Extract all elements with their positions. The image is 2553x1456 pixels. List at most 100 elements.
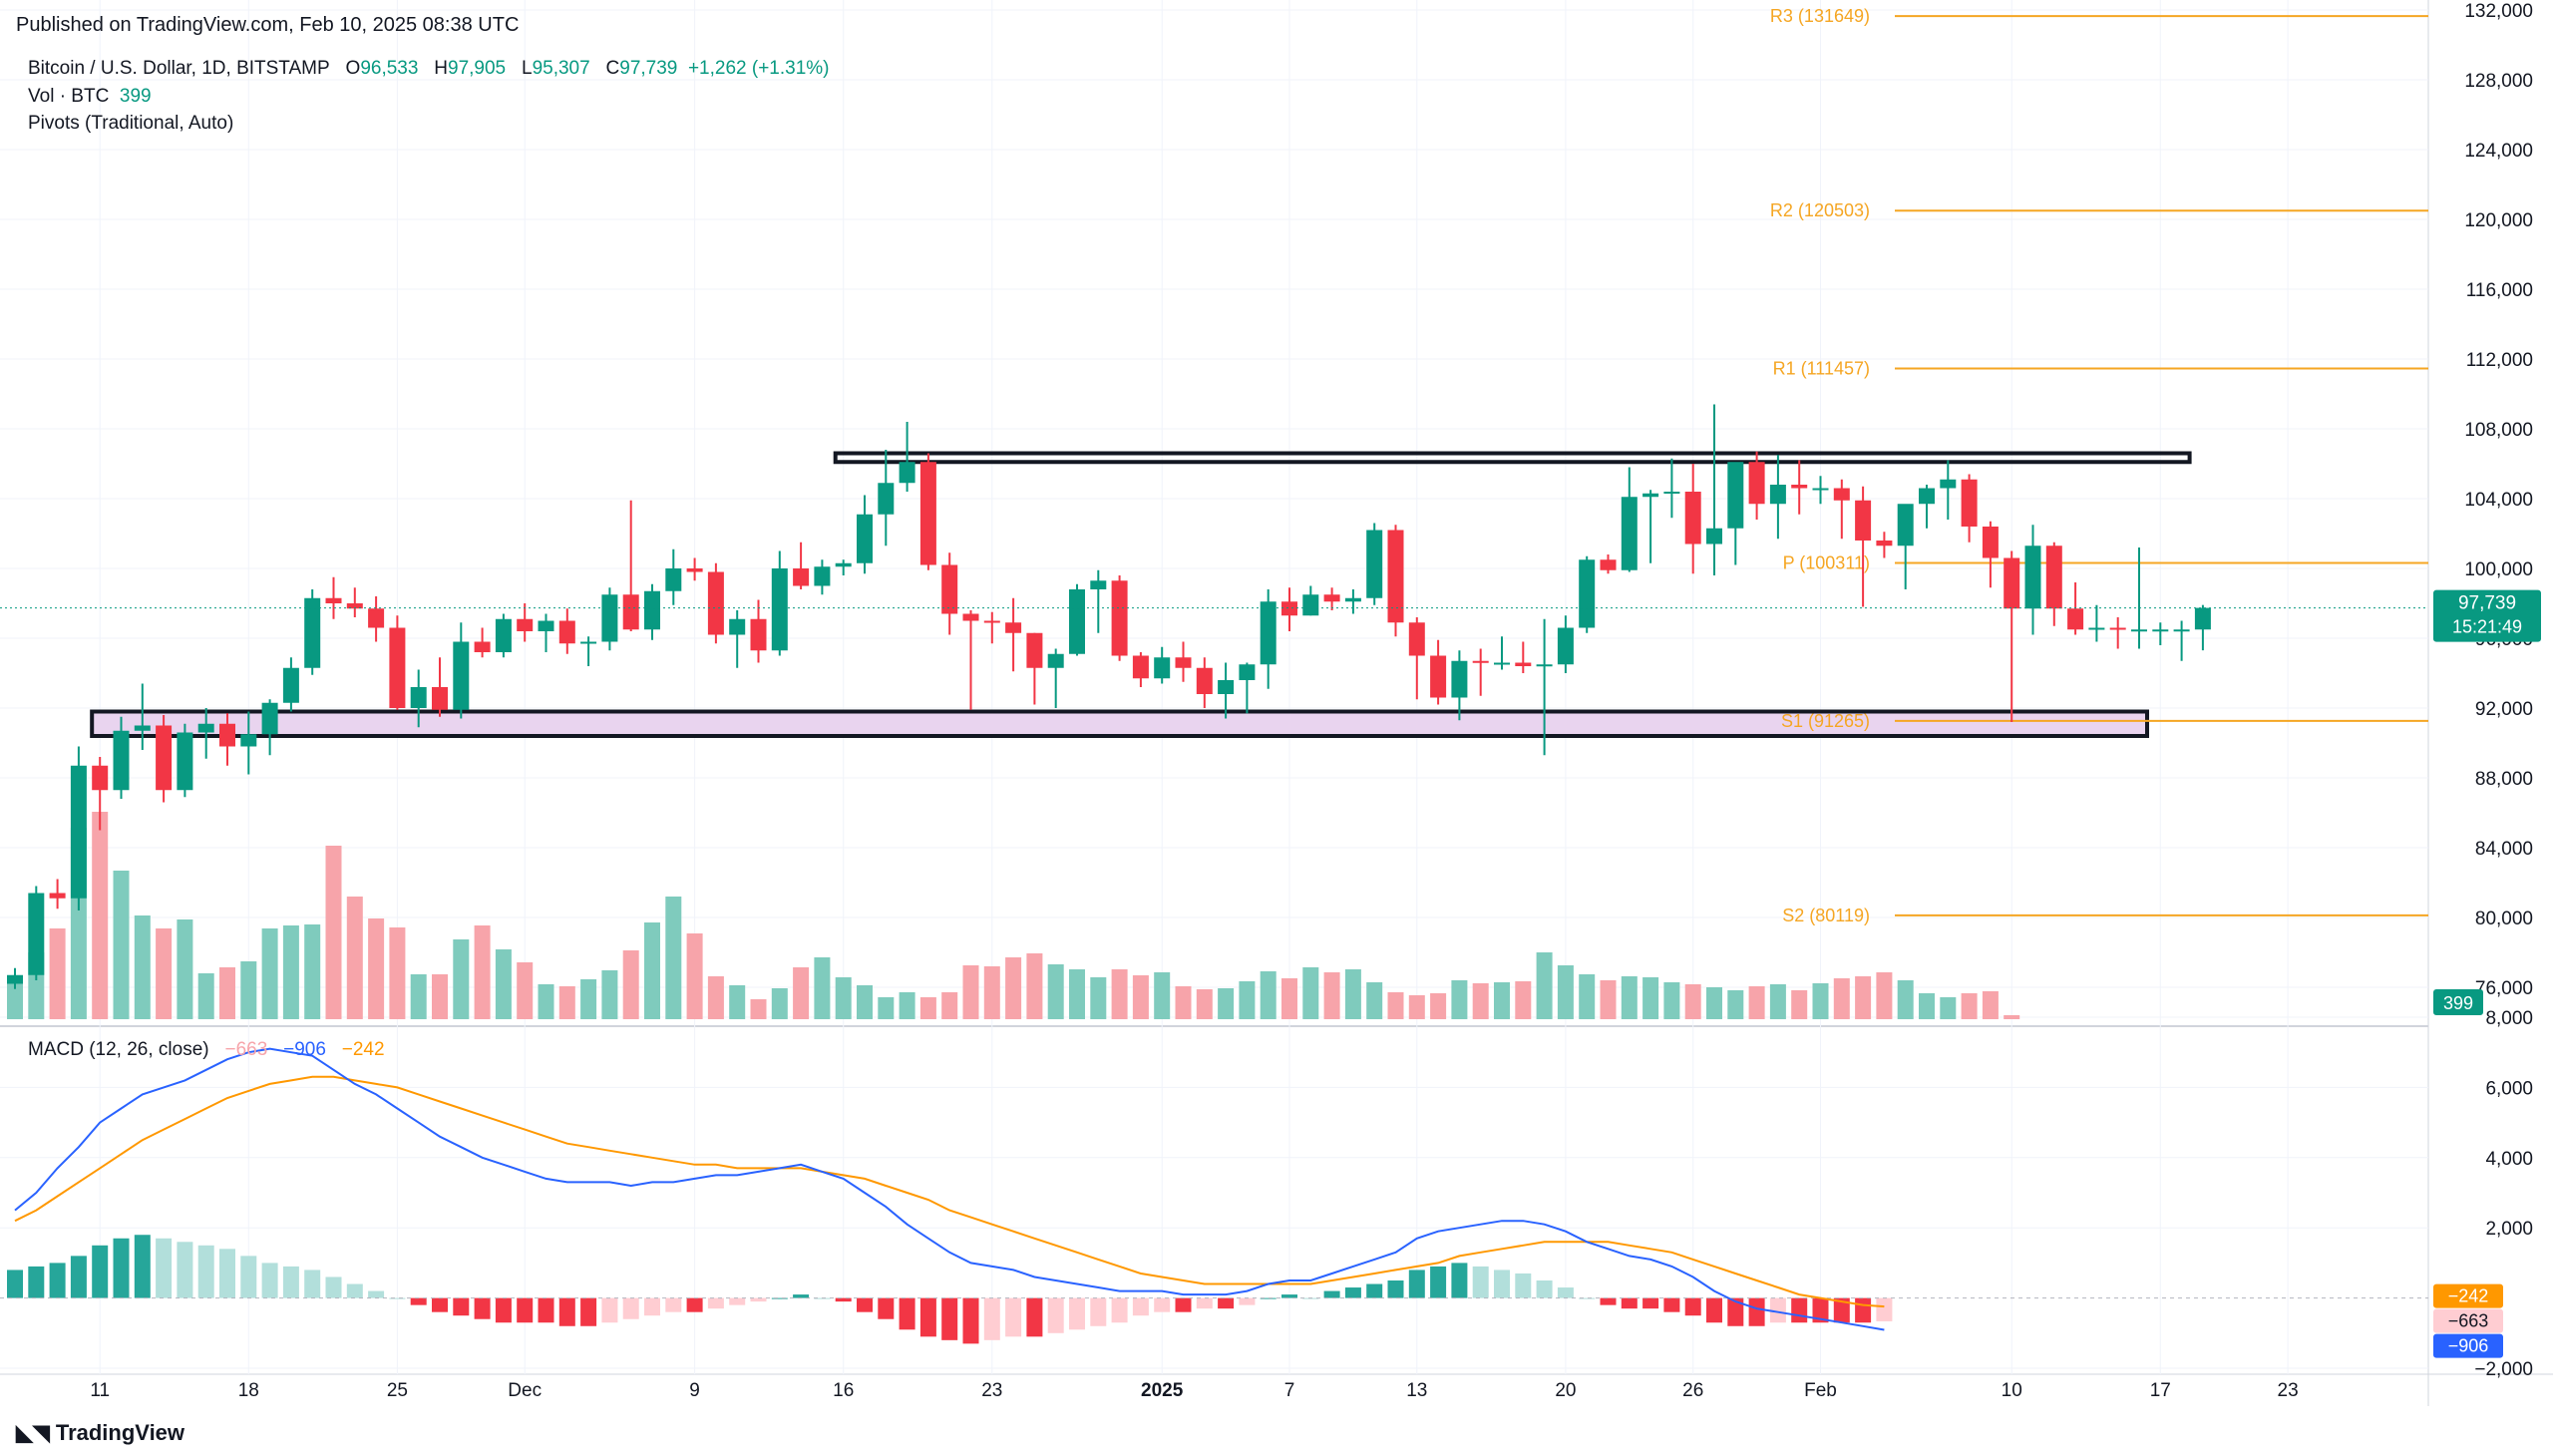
candle-body bbox=[1090, 580, 1107, 589]
candle-body bbox=[1961, 479, 1978, 527]
volume-bar bbox=[495, 949, 512, 1019]
candle-body bbox=[814, 566, 831, 586]
volume-bar bbox=[1982, 991, 1999, 1019]
price-tick-label: 128,000 bbox=[2464, 71, 2533, 92]
volume-bar bbox=[1323, 972, 1340, 1019]
macd-hist-bar bbox=[1026, 1297, 1043, 1337]
macd-hist-bar bbox=[325, 1276, 342, 1298]
macd-hist-bar bbox=[70, 1256, 87, 1298]
macd-hist-bar bbox=[1387, 1280, 1404, 1298]
macd-hist-bar bbox=[28, 1266, 45, 1298]
macd-hist-bar bbox=[962, 1297, 979, 1344]
candle-body bbox=[2194, 607, 2211, 630]
time-tick-label: 17 bbox=[2150, 1380, 2171, 1401]
price-tick-label: 76,000 bbox=[2475, 978, 2533, 999]
candle-body bbox=[282, 667, 299, 703]
candle-body bbox=[1833, 488, 1850, 501]
volume-bar bbox=[1940, 997, 1957, 1019]
volume-bar bbox=[1642, 977, 1659, 1019]
macd-tick-label: 2,000 bbox=[2485, 1219, 2533, 1240]
candle-body bbox=[389, 627, 406, 708]
candle-body bbox=[1897, 504, 1914, 546]
macd-hist-bar bbox=[835, 1297, 852, 1302]
candle-body bbox=[304, 597, 321, 668]
macd-tick-label: 8,000 bbox=[2485, 1008, 2533, 1029]
price-tick-label: 88,000 bbox=[2475, 769, 2533, 790]
volume-bar bbox=[1855, 976, 1872, 1019]
price-tick-label: 108,000 bbox=[2464, 420, 2533, 441]
symbol-legend: Bitcoin / U.S. Dollar, 1D, BITSTAMP O96,… bbox=[28, 58, 830, 79]
volume-bar bbox=[1876, 972, 1893, 1019]
volume-badge bbox=[2433, 989, 2483, 1016]
macd-hist-bar bbox=[495, 1297, 512, 1323]
macd-hist-bar bbox=[1812, 1297, 1829, 1323]
candle-body bbox=[453, 641, 470, 710]
volume-bar bbox=[49, 928, 66, 1019]
volume-bar bbox=[1897, 980, 1914, 1019]
candle-body bbox=[1769, 485, 1786, 505]
volume-bar bbox=[1281, 978, 1297, 1019]
candle-body bbox=[1642, 493, 1659, 498]
volume-bar bbox=[941, 992, 958, 1019]
candle-body bbox=[1218, 680, 1235, 694]
candle-body bbox=[28, 893, 45, 975]
candle-body bbox=[1132, 655, 1149, 679]
macd-hist-bar bbox=[432, 1297, 448, 1312]
macd-hist-bar bbox=[517, 1297, 534, 1323]
candle-body bbox=[919, 462, 936, 565]
candle-body bbox=[601, 594, 618, 642]
volume-bar bbox=[1154, 972, 1171, 1019]
volume-bar bbox=[1833, 978, 1850, 1019]
macd-hist-bar bbox=[1642, 1297, 1659, 1309]
macd-hist-bar bbox=[1196, 1297, 1213, 1309]
pane-separator bbox=[0, 1025, 2428, 1027]
macd-hist-bar bbox=[941, 1297, 958, 1340]
volume-bar bbox=[197, 973, 214, 1019]
macd-line-badge-label: −906 bbox=[2448, 1336, 2489, 1356]
macd-hist-bar bbox=[1451, 1263, 1468, 1298]
candle-body bbox=[261, 702, 278, 735]
time-tick-label: Feb bbox=[1804, 1380, 1837, 1401]
candle-body bbox=[1919, 488, 1935, 505]
candle-body bbox=[1239, 664, 1256, 680]
macd-hist-bar bbox=[771, 1297, 788, 1299]
volume-bar bbox=[1791, 990, 1808, 1019]
volume-bar bbox=[1961, 993, 1978, 1019]
volume-bar bbox=[644, 922, 660, 1019]
tradingview-logo[interactable]: ◣◥ TradingView bbox=[16, 1420, 185, 1445]
macd-hist-bar bbox=[983, 1297, 1000, 1340]
candle-body bbox=[899, 462, 915, 484]
candle-body bbox=[1281, 601, 1297, 616]
macd-line-value: −906 bbox=[283, 1039, 326, 1060]
macd-hist-bar bbox=[1218, 1297, 1235, 1309]
candle-body bbox=[1260, 601, 1276, 665]
volume-bar bbox=[1344, 969, 1361, 1019]
candle-body bbox=[771, 568, 788, 651]
macd-hist-bar bbox=[1706, 1297, 1722, 1323]
volume-legend: Vol · BTC 399 bbox=[28, 86, 152, 107]
volume-bar bbox=[1069, 969, 1085, 1019]
macd-hist-bar bbox=[1600, 1297, 1617, 1305]
volume-bar bbox=[793, 967, 810, 1019]
candle-body bbox=[2152, 629, 2169, 632]
candle-body bbox=[2045, 546, 2062, 609]
candle-body bbox=[1940, 479, 1957, 489]
time-tick-label: 23 bbox=[2278, 1380, 2299, 1401]
volume-bar bbox=[1132, 975, 1149, 1019]
candle-body bbox=[432, 687, 448, 710]
candle-body bbox=[1621, 497, 1638, 570]
candle-body bbox=[707, 571, 724, 635]
candle-body bbox=[941, 564, 958, 614]
countdown-label: 15:21:49 bbox=[2452, 617, 2522, 637]
candle-body bbox=[1536, 664, 1553, 667]
candle-body bbox=[1472, 660, 1489, 663]
volume-bar bbox=[240, 961, 257, 1019]
macd-hist-bar bbox=[1239, 1297, 1256, 1305]
volume-bar bbox=[1684, 984, 1701, 1019]
candle-body bbox=[1408, 622, 1425, 656]
volume-bar bbox=[771, 988, 788, 1019]
candle-body bbox=[1855, 500, 1872, 541]
macd-hist-bar bbox=[1515, 1273, 1532, 1298]
macd-hist-bar bbox=[686, 1297, 703, 1312]
